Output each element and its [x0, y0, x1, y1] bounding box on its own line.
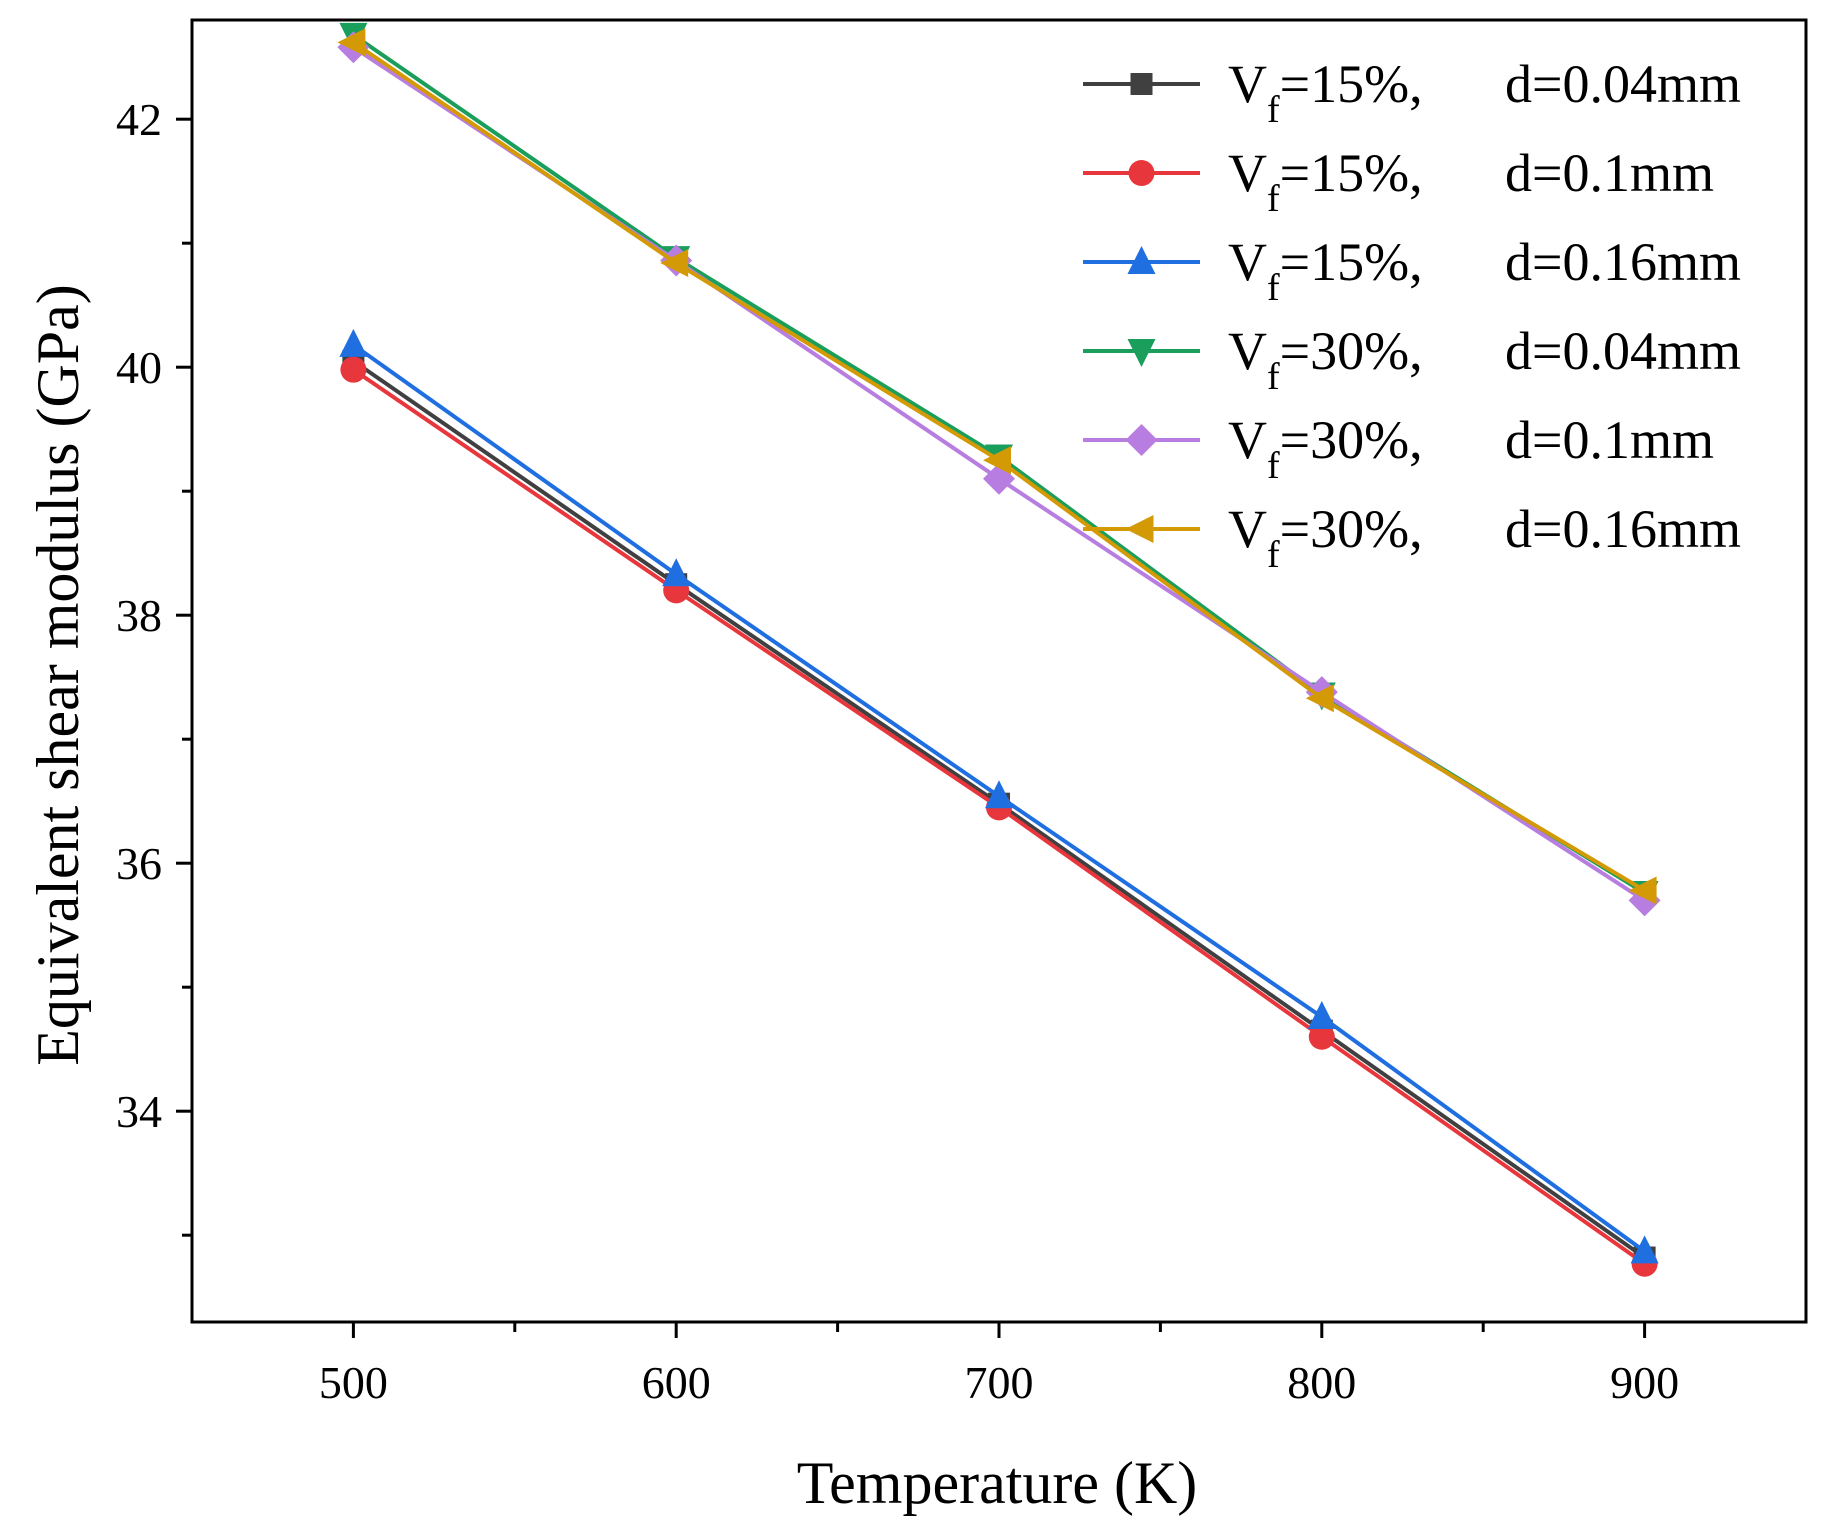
series-5: [337, 28, 1657, 905]
data-point: [1308, 1023, 1335, 1050]
legend: Vf=15%, d=0.04mm Vf=15%, d=0.1mm Vf=15%, d=0.…: [1083, 54, 1741, 576]
legend-item: Vf=30%, d=0.1mm: [1083, 410, 1714, 487]
data-point: [1305, 684, 1334, 713]
legend-label: Vf=30%, d=0.16mm: [1228, 499, 1741, 576]
y-tick-label: 42: [116, 94, 162, 145]
x-tick-label: 600: [642, 1357, 711, 1408]
data-point: [340, 356, 367, 383]
x-tick-label: 900: [1610, 1357, 1679, 1408]
legend-item: Vf=15%, d=0.16mm: [1083, 232, 1741, 309]
data-point: [985, 780, 1013, 809]
data-point: [1630, 1235, 1659, 1264]
axes: 500 600 700 800 900 34 36 38 40 42: [116, 18, 1808, 1408]
legend-item: Vf=30%, d=0.16mm: [1083, 499, 1741, 576]
legend-label: Vf=15%, d=0.16mm: [1228, 232, 1741, 309]
y-tick-label: 40: [116, 342, 162, 393]
data-point: [983, 446, 1011, 475]
legend-label: Vf=15%, d=0.04mm: [1228, 54, 1741, 131]
y-tick-label: 36: [116, 838, 162, 889]
x-tick-label: 800: [1287, 1357, 1356, 1408]
legend-marker: [1127, 246, 1156, 274]
legend-item: Vf=30%, d=0.04mm: [1083, 321, 1741, 398]
legend-label: Vf=15%, d=0.1mm: [1228, 143, 1714, 220]
legend-marker: [1128, 160, 1155, 186]
data-point: [339, 328, 368, 357]
data-point: [1307, 1000, 1336, 1029]
data-point: [1628, 876, 1657, 905]
legend-marker: [1125, 515, 1154, 543]
y-tick-label: 34: [116, 1086, 162, 1137]
data-point: [662, 558, 691, 587]
legend-marker: [1125, 424, 1158, 456]
plot-area: [337, 22, 1661, 1277]
series-2: [339, 328, 1659, 1264]
x-tick-label: 700: [965, 1357, 1034, 1408]
legend-label: Vf=30%, d=0.1mm: [1228, 410, 1714, 487]
legend-item: Vf=15%, d=0.1mm: [1083, 143, 1714, 220]
data-point: [337, 28, 366, 57]
y-axis-title: Equivalent shear modulus (GPa): [25, 284, 91, 1066]
plot-frame: [190, 18, 1808, 1324]
data-point: [660, 249, 689, 278]
y-tick-label: 38: [116, 590, 162, 641]
legend-item: Vf=15%, d=0.04mm: [1083, 54, 1741, 131]
x-axis-title: Temperature (K): [797, 1450, 1198, 1516]
legend-marker: [1127, 339, 1156, 367]
legend-marker: [1130, 73, 1153, 95]
x-tick-label: 500: [319, 1357, 388, 1408]
legend-label: Vf=30%, d=0.04mm: [1228, 321, 1741, 398]
